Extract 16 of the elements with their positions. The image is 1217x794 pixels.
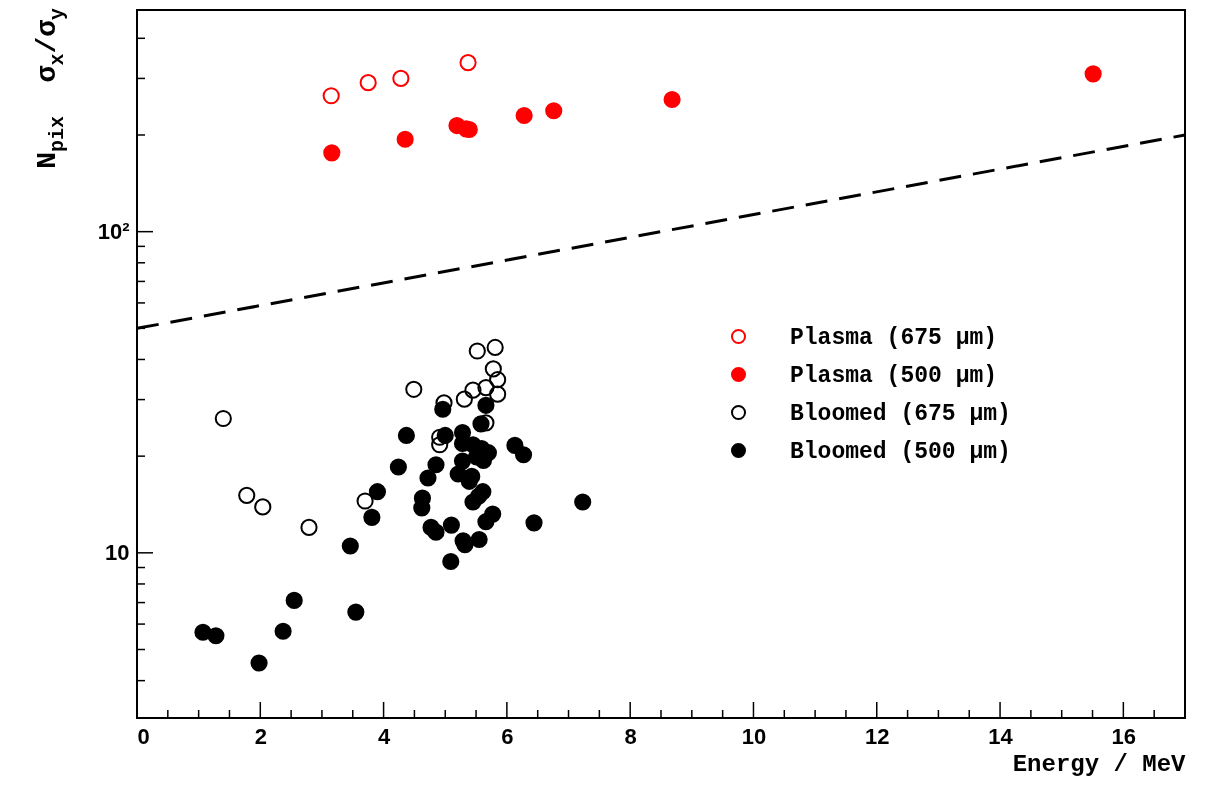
y-tick-label: 10² xyxy=(97,219,130,245)
x-tick-label: 2 xyxy=(254,723,267,749)
x-axis-title: Energy / MeV xyxy=(1012,750,1187,778)
legend-label: Bloomed (500 μm) xyxy=(790,438,1011,465)
legend-label: Bloomed (675 μm) xyxy=(790,400,1011,427)
x-tick-label: 12 xyxy=(865,723,890,749)
legend-label: Plasma (500 μm) xyxy=(790,362,998,389)
x-tick-label: 10 xyxy=(741,723,767,749)
x-tick-label: 8 xyxy=(624,723,637,749)
x-tick-label: 0 xyxy=(137,723,150,749)
x-tick-label: 14 xyxy=(988,723,1014,749)
text: Npix σx/σy xyxy=(32,7,69,169)
x-tick-label: 6 xyxy=(501,723,514,749)
legend-label: Plasma (675 μm) xyxy=(790,324,998,351)
x-tick-label: 4 xyxy=(377,723,391,749)
x-tick-label: 16 xyxy=(1111,723,1137,749)
